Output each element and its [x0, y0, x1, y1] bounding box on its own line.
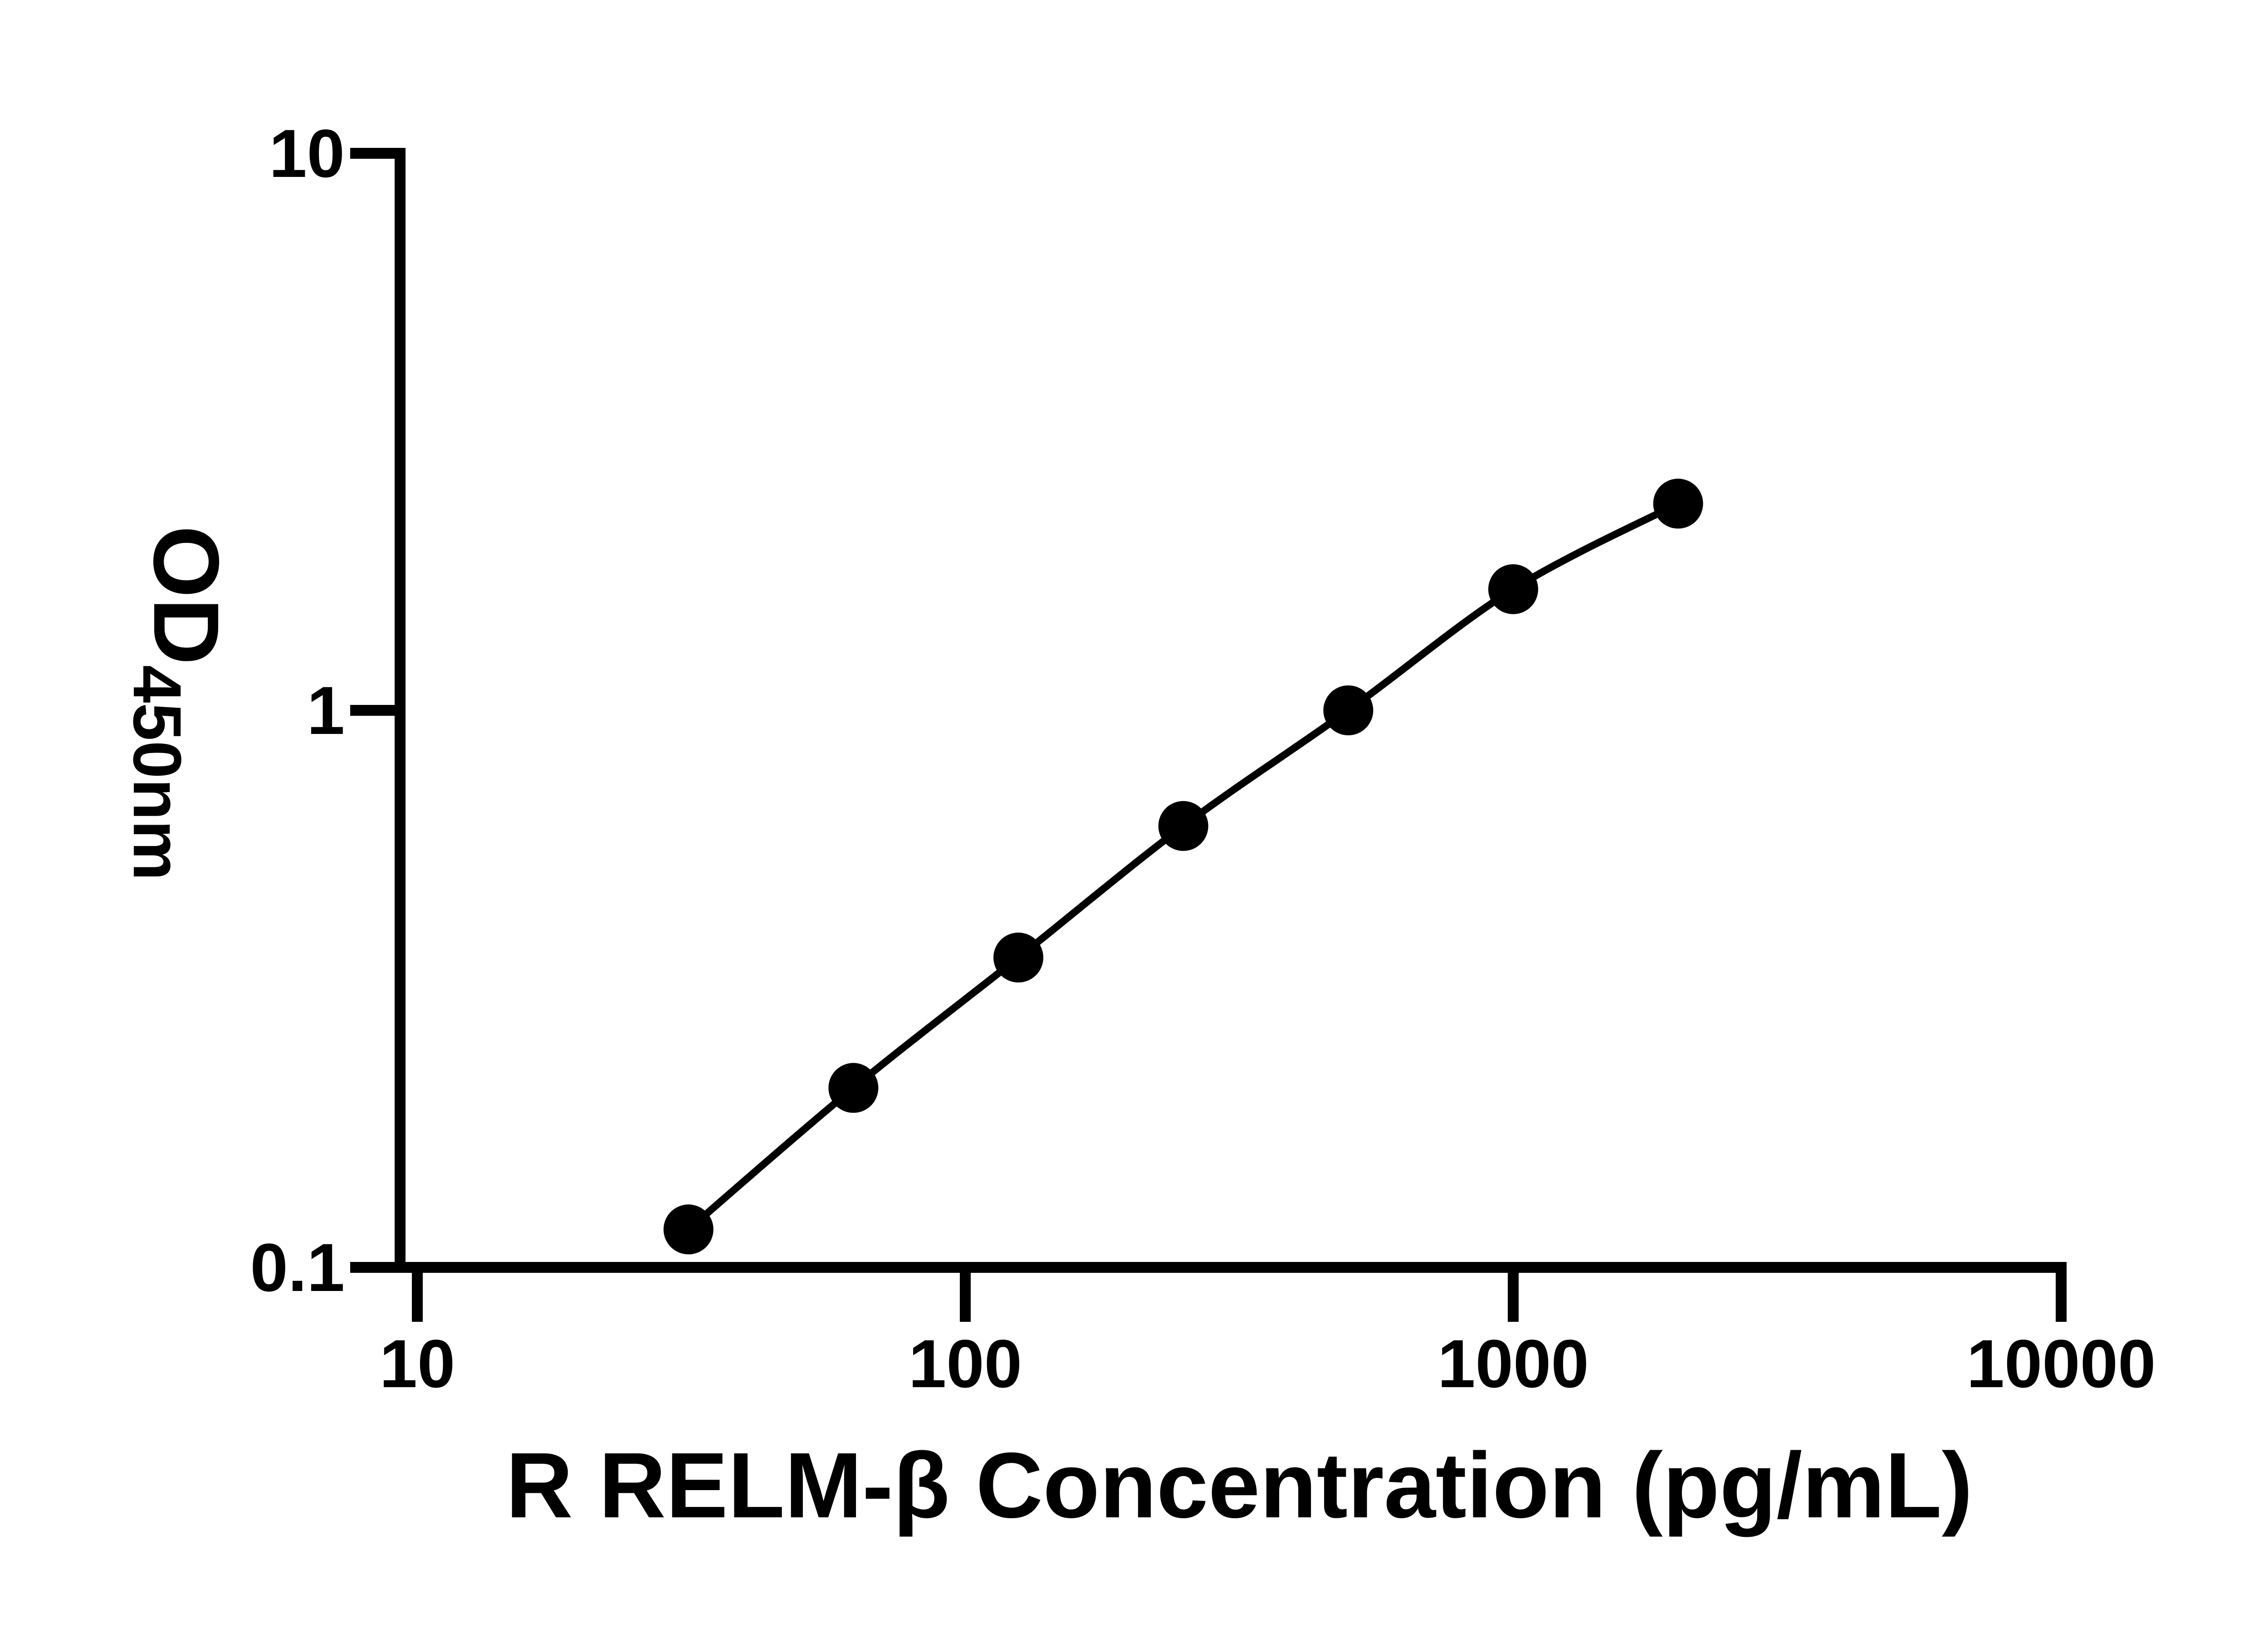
x-axis-title: R RELM-β Concentration (pg/mL): [506, 1433, 1973, 1537]
x-axis-tick-label: 10: [380, 1325, 455, 1402]
data-point-marker: [1488, 564, 1538, 614]
data-point-marker: [828, 1063, 879, 1113]
data-point-marker: [1323, 685, 1374, 735]
y-axis-title-main: OD: [134, 526, 238, 665]
y-axis-tick-label: 10: [269, 115, 345, 191]
data-point-marker: [1653, 479, 1703, 529]
y-axis-title: OD450nm: [119, 526, 238, 881]
x-axis-tick-label: 100: [909, 1325, 1022, 1402]
axes-layer: 10 100 1000 10000 0.1 1 10: [250, 115, 2156, 1402]
y-axis-tick-label: 1: [307, 672, 345, 748]
axis-titles-layer: R RELM-β Concentration (pg/mL) OD450nm: [119, 526, 1973, 1537]
data-point-marker: [663, 1204, 714, 1255]
y-axis-title-subscript: 450nm: [119, 665, 196, 880]
data-series-layer: [663, 479, 1703, 1255]
x-axis-tick-label: 10000: [1966, 1325, 2156, 1402]
x-axis-tick-label: 1000: [1437, 1325, 1589, 1402]
data-point-marker: [993, 932, 1044, 983]
data-point-marker: [1158, 801, 1208, 851]
standard-curve-line: [684, 500, 1682, 1233]
y-axis-tick-label: 0.1: [250, 1229, 345, 1305]
